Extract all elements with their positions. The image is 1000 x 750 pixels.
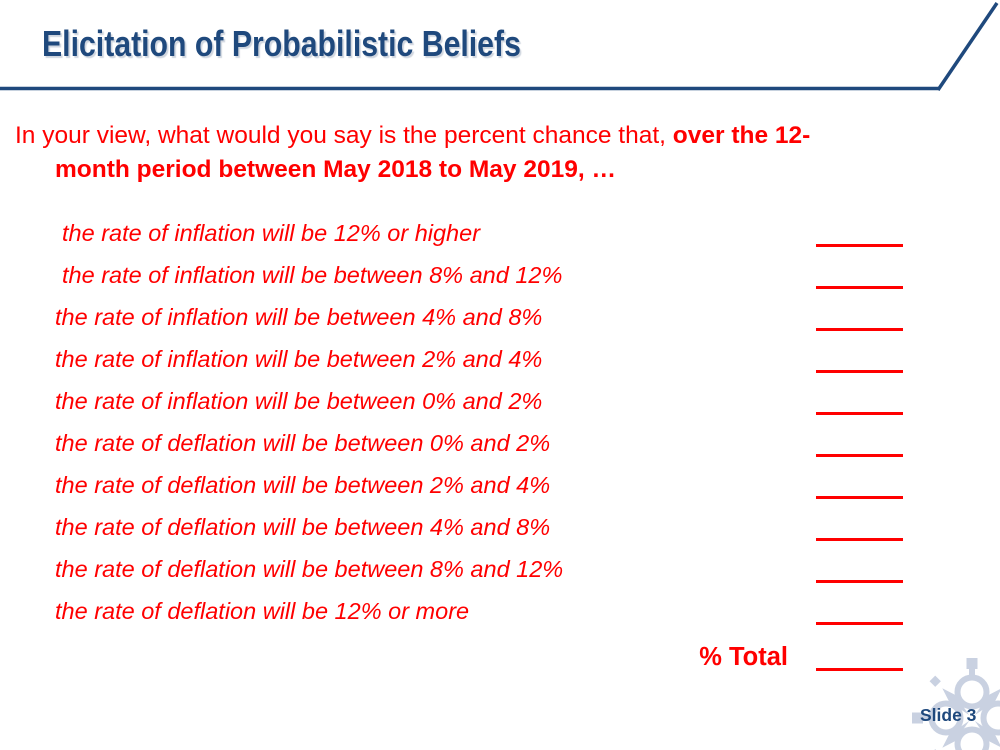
belief-item-row: the rate of deflation will be 12% or mor… — [55, 586, 903, 628]
answer-blank-line — [816, 531, 903, 541]
answer-blank-line — [816, 279, 903, 289]
belief-list: the rate of inflation will be 12% or hig… — [55, 208, 903, 628]
intro-text-bold-start: over the 12- — [672, 122, 811, 149]
belief-item-row: the rate of inflation will be between 2%… — [55, 334, 903, 376]
slide-number: Slide 3 — [920, 705, 977, 725]
answer-blank-line — [816, 363, 903, 373]
answer-blank-line — [816, 405, 903, 415]
belief-item-row: the rate of deflation will be between 0%… — [55, 418, 903, 460]
total-answer-blank-line — [816, 661, 903, 671]
belief-item-text: the rate of inflation will be between 8%… — [62, 262, 563, 288]
belief-item-row: the rate of deflation will be between 4%… — [55, 502, 903, 544]
intro-text-normal: In your view, what would you say is the … — [15, 122, 673, 149]
intro-line-1: In your view, what would you say is the … — [15, 119, 990, 153]
belief-item-row: the rate of inflation will be 12% or hig… — [55, 208, 903, 250]
intro-line-2: month period between May 2018 to May 201… — [15, 153, 990, 187]
intro-paragraph: In your view, what would you say is the … — [15, 119, 990, 187]
intro-text-bold-continued: month period between May 2018 to May 201… — [55, 156, 616, 183]
belief-item-row: the rate of inflation will be between 4%… — [55, 292, 903, 334]
total-row: % Total — [55, 628, 903, 674]
belief-item-row: the rate of deflation will be between 2%… — [55, 460, 903, 502]
page-title: Elicitation of Probabilistic Beliefs — [42, 23, 521, 64]
belief-item-text: the rate of inflation will be between 0%… — [55, 388, 543, 414]
belief-item-text: the rate of deflation will be between 4%… — [55, 514, 551, 540]
belief-item-text: the rate of inflation will be between 4%… — [55, 304, 543, 330]
answer-blank-line — [816, 615, 903, 625]
belief-item-row: the rate of inflation will be between 8%… — [55, 250, 903, 292]
belief-item-text: the rate of inflation will be between 2%… — [55, 346, 543, 372]
total-label: % Total — [699, 643, 788, 671]
belief-item-text: the rate of inflation will be 12% or hig… — [62, 220, 481, 246]
belief-item-text: the rate of deflation will be 12% or mor… — [55, 598, 470, 624]
belief-item-text: the rate of deflation will be between 0%… — [55, 430, 551, 456]
belief-item-row: the rate of deflation will be between 8%… — [55, 544, 903, 586]
answer-blank-line — [816, 489, 903, 499]
answer-blank-line — [816, 237, 903, 247]
header-rule-and-diagonal-line — [0, 2, 999, 91]
bank-emblem-logo — [912, 658, 1000, 750]
belief-item-text: the rate of deflation will be between 8%… — [55, 556, 564, 582]
belief-item-row: the rate of inflation will be between 0%… — [55, 376, 903, 418]
belief-item-text: the rate of deflation will be between 2%… — [55, 472, 551, 498]
answer-blank-line — [816, 573, 903, 583]
answer-blank-line — [816, 447, 903, 457]
answer-blank-line — [816, 321, 903, 331]
